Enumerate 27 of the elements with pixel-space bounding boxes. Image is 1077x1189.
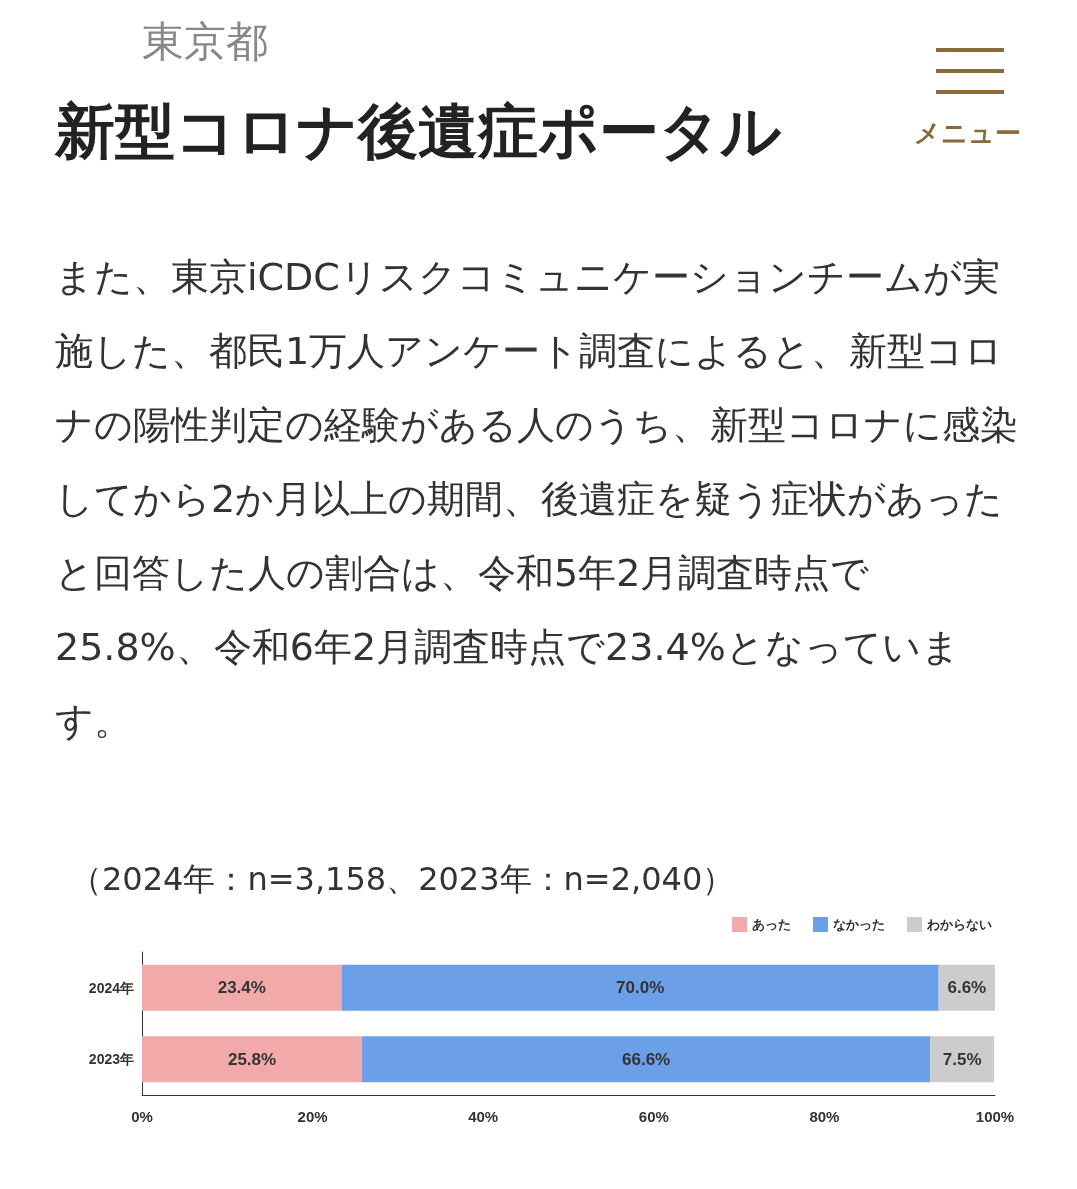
x-tick-label: 60% (638, 1108, 669, 1125)
legend-label: わからない (926, 917, 992, 932)
y-tick-label: 2023年 (88, 1051, 134, 1068)
data-label: 70.0% (616, 978, 665, 998)
data-label: 23.4% (217, 978, 266, 998)
legend-label: なかった (833, 917, 885, 932)
x-tick-label: 80% (809, 1108, 840, 1125)
bar (341, 964, 939, 1011)
data-label: 25.8% (227, 1049, 277, 1069)
text: メニュー (914, 117, 1021, 150)
data-label: 7.5% (942, 1049, 982, 1069)
bar (930, 1036, 995, 1083)
x-tick-label: 20% (297, 1108, 328, 1125)
legend-label: あった (752, 917, 791, 932)
bar (362, 1036, 931, 1083)
bar (142, 964, 342, 1011)
data-label: 6.6% (947, 978, 987, 998)
chart-title: 新型コロナ後遺症ポータル (55, 95, 781, 168)
y-tick-label: 2024年 (88, 979, 134, 996)
text: 東京都 (142, 16, 268, 68)
x-tick-label: 40% (468, 1108, 499, 1125)
data-label: 66.6% (622, 1049, 671, 1069)
x-tick-label: 0% (131, 1108, 153, 1125)
x-tick-label: 100% (975, 1108, 1015, 1125)
chart-subtitle: また、東京iCDCリスクコミュニケーションチームが実施した、都民1万人アンケート調査によると、新型コロナの陽性判定の経験がある人のうち、新型コロナに感染してから2か月以上の期間、後遺症を疑う症状があったと回答した人の割合は、令和5年2月調査時点で25.8%、令和6年2月調査時点で23.4%となっています。 (55, 254, 1019, 745)
text: （2024年：n=3,158、2023年：n=2,040） (70, 859, 736, 900)
bar (142, 1036, 363, 1083)
